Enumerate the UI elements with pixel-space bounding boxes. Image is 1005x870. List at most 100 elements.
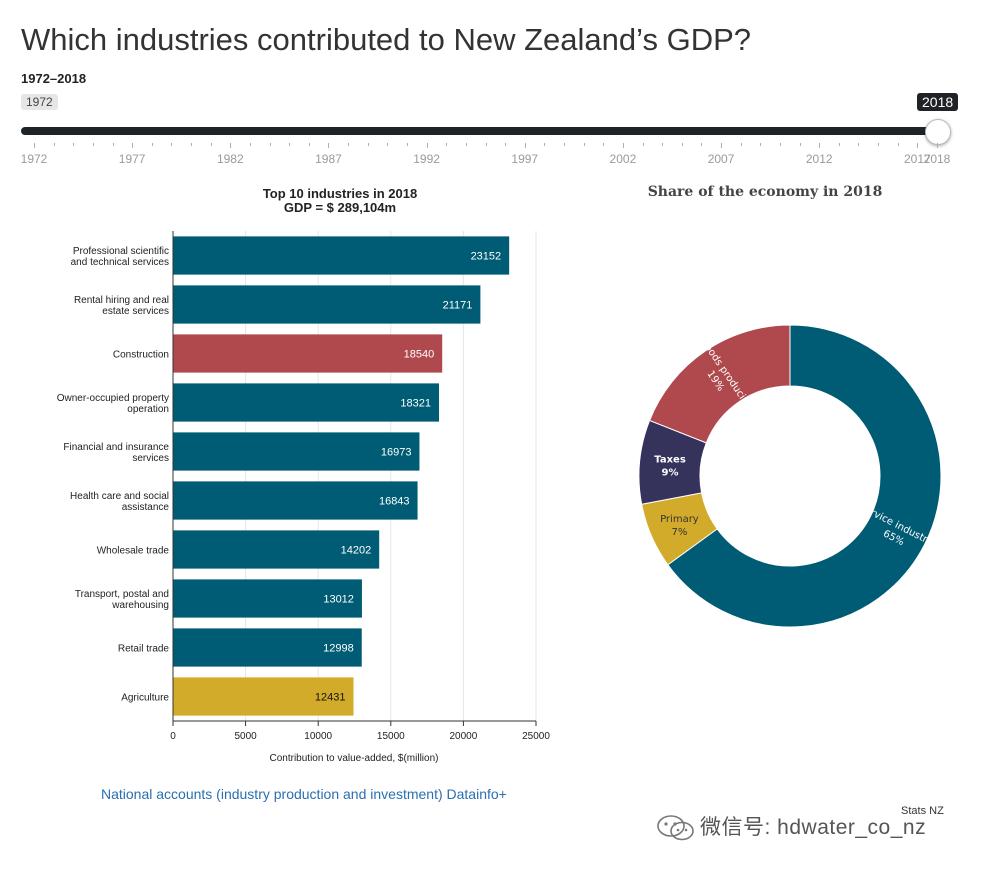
slider-tick-label: 2017 (904, 152, 931, 166)
x-tick-label: 15000 (377, 731, 405, 742)
slider-tick (642, 143, 644, 146)
slider-handle[interactable] (925, 119, 951, 145)
slider-tick (308, 143, 310, 146)
slider-tick (53, 143, 55, 146)
slider-tick-label: 2007 (707, 152, 735, 166)
slider-tick (721, 143, 723, 148)
watermark-text: 微信号: hdwater_co_nz (700, 816, 927, 839)
x-tick-label: 0 (170, 731, 176, 742)
x-tick-label: 10000 (304, 731, 332, 742)
credit-text: Stats NZ (901, 805, 944, 817)
bar[interactable] (173, 432, 420, 471)
slider-tick (73, 143, 75, 146)
source-link[interactable]: National accounts (industry production a… (101, 786, 507, 802)
donut-chart-title: Share of the economy in 2018 (647, 184, 883, 200)
bar-value-label: 18321 (400, 398, 431, 410)
watermark: 微信号: hdwater_co_nz (656, 811, 926, 842)
slider-tick-label: 1997 (511, 152, 539, 166)
bar-value-label: 16843 (379, 496, 410, 508)
slider-tick (603, 143, 605, 146)
slider-tick (838, 143, 840, 146)
x-axis-title: Contribution to value-added, $(million) (270, 753, 439, 764)
slider-tick (465, 143, 467, 146)
slider-value-label: 2018 (917, 93, 959, 111)
slider-tick-label: 2002 (609, 152, 637, 166)
bar[interactable] (173, 285, 481, 324)
year-slider[interactable]: 2018 1972 1977 1982 1987 1992 1997 2002 2007 201… (0, 90, 1005, 170)
slice-name-label: Taxes (654, 455, 686, 466)
slider-tick-label: 1977 (118, 152, 146, 166)
slice-label: Primary 7% (660, 514, 699, 538)
category-label: Agriculture (121, 693, 169, 704)
bar-value-label: 18540 (404, 349, 435, 361)
slider-tick (681, 143, 683, 146)
slider-tick (210, 143, 212, 146)
donut-chart: Service industries65%Primary7%Taxes9%Goo… (638, 324, 942, 628)
category-label: Owner-occupied property (57, 393, 169, 404)
bar-value-label: 12431 (315, 692, 346, 704)
slider-tick (858, 143, 860, 146)
bar[interactable] (173, 383, 440, 422)
bar-value-label: 12998 (323, 643, 354, 655)
slider-tick (505, 143, 507, 146)
slider-tick (524, 143, 526, 148)
category-label: Wholesale trade (97, 546, 170, 557)
slider-tick (701, 143, 703, 146)
category-label: Financial and insurance (63, 442, 169, 453)
slider-tick (92, 143, 94, 146)
slider-tick (564, 143, 566, 146)
category-label: Rental hiring and real (74, 295, 169, 306)
slice-name-label: Primary (660, 514, 699, 525)
category-label: and technical services (71, 257, 169, 268)
bar[interactable] (173, 530, 380, 569)
slider-tick (426, 143, 428, 148)
page-title: Which industries contributed to New Zeal… (21, 22, 751, 57)
slider-tick (583, 143, 585, 146)
category-label: assistance (122, 502, 170, 513)
bar[interactable] (173, 481, 418, 520)
slider-tick (897, 143, 899, 146)
bar-value-label: 21171 (443, 300, 473, 312)
slider-tick (622, 143, 624, 148)
slider-tick (446, 143, 448, 146)
slider-tick (171, 143, 173, 146)
bar[interactable] (173, 677, 354, 716)
slider-tick (740, 143, 742, 146)
slider-tick (662, 143, 664, 146)
slider-tick (937, 143, 938, 148)
slider-tick-label: 1987 (315, 152, 342, 166)
donut-slice[interactable] (667, 324, 942, 628)
bar-chart-title-line1: Top 10 industries in 2018 (262, 186, 418, 201)
slider-tick (151, 143, 153, 146)
slider-tick-label: 1982 (216, 152, 244, 166)
slider-tick (387, 143, 389, 146)
x-tick-label: 5000 (234, 731, 257, 742)
category-label: Retail trade (118, 644, 170, 655)
slider-tick (779, 143, 781, 146)
slider-tick (819, 143, 821, 148)
bar[interactable] (173, 236, 510, 275)
bar[interactable] (173, 334, 443, 373)
slider-tick (878, 143, 880, 146)
slider-tick (348, 143, 350, 146)
slice-label: Taxes 9% (654, 455, 686, 479)
x-tick-label: 25000 (522, 731, 550, 742)
slider-tick (328, 143, 330, 148)
bar-chart-title-line2: GDP = $ 289,104m (283, 200, 397, 215)
bar-value-label: 16973 (381, 447, 412, 459)
slice-percent-label: 9% (662, 468, 679, 479)
slice-percent-label: 7% (671, 527, 687, 538)
slider-tick (406, 143, 408, 146)
slider-tick (249, 143, 251, 146)
slider-tick-label: 1972 (20, 152, 48, 166)
slider-tick (799, 143, 801, 146)
donut-slice[interactable] (648, 324, 791, 444)
category-label: operation (127, 404, 169, 415)
slider-tick (760, 143, 762, 146)
category-label: estate services (102, 306, 169, 317)
bar[interactable] (173, 628, 362, 667)
bar-value-label: 23152 (471, 251, 502, 263)
slider-track[interactable] (21, 127, 938, 135)
bar[interactable] (173, 579, 362, 618)
